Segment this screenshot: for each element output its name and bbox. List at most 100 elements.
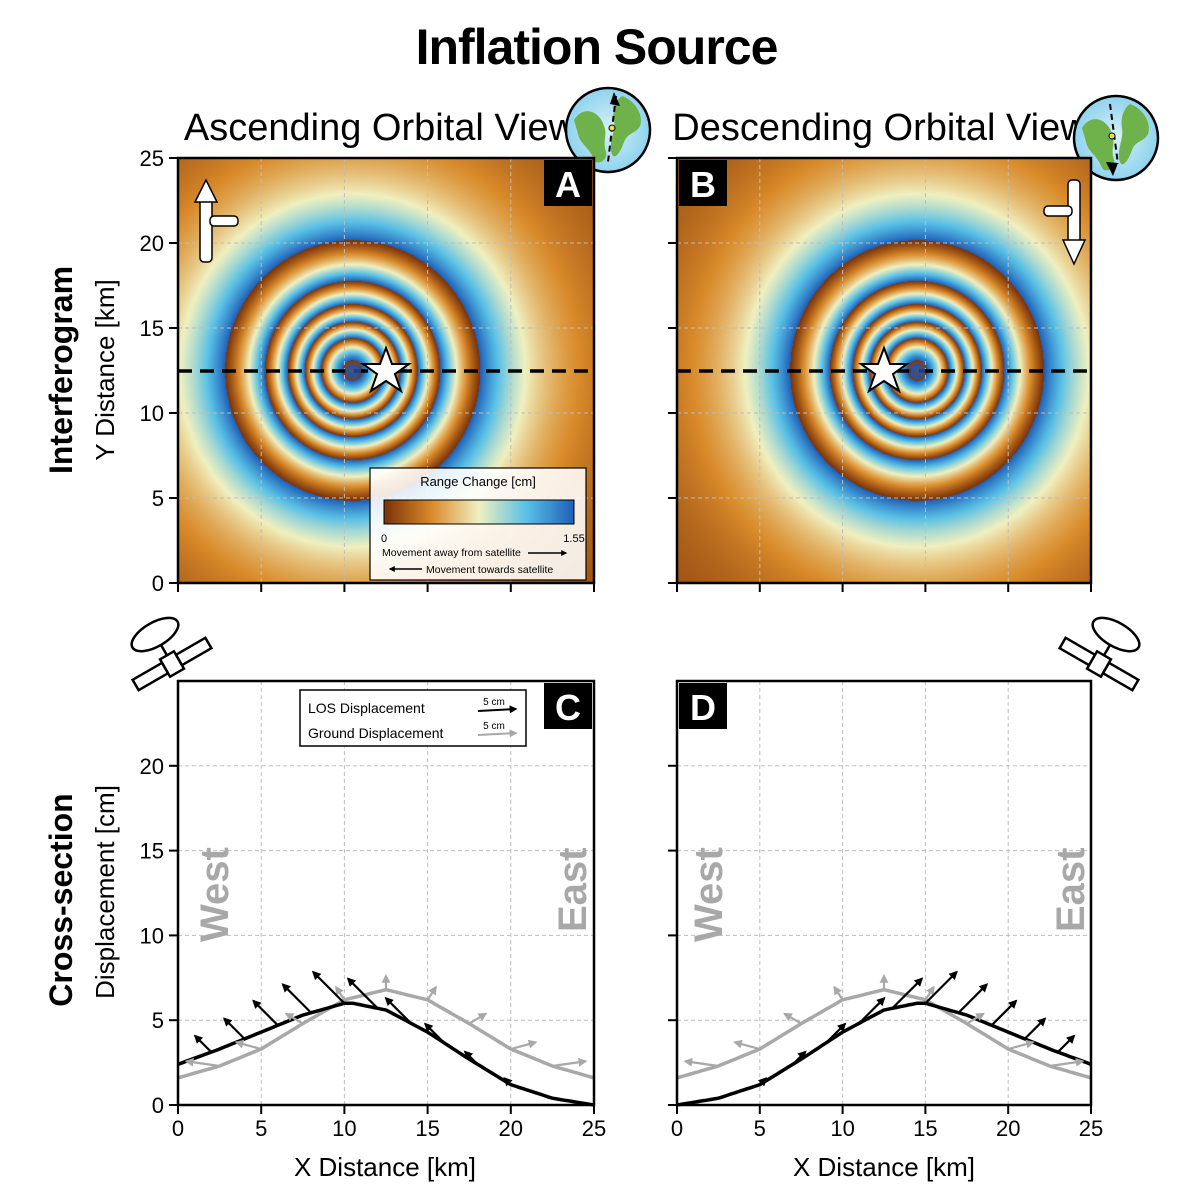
- colorbar-away-label: Movement away from satellite: [382, 547, 521, 559]
- svg-text:D: D: [690, 687, 716, 728]
- ylabel-panel-a: Y Distance [km]: [90, 279, 120, 461]
- y-tick-label: 0: [152, 1093, 164, 1118]
- legend-los-label: LOS Displacement: [308, 700, 425, 716]
- x-tick-label: 0: [671, 1116, 683, 1141]
- deformation-center-b: [909, 363, 925, 379]
- los-arrow: [311, 970, 346, 1005]
- ground-arrow: [1049, 1057, 1085, 1068]
- los-arrow: [957, 983, 989, 1014]
- panel-a: A Range Change [cm] 0 1.55 Movement away…: [176, 156, 596, 585]
- ground-arrow: [426, 985, 437, 1001]
- ground-arrow: [552, 1057, 588, 1068]
- los-arrow: [281, 983, 312, 1014]
- y-tick-label: 10: [140, 401, 164, 426]
- section-legend: LOS Displacement Ground Displacement 5 c…: [299, 689, 527, 747]
- ground-arrow: [234, 1039, 262, 1051]
- los-arrow: [858, 996, 886, 1025]
- row-label-interferogram: Interferogram: [43, 266, 79, 474]
- figure-title: Inflation Source: [415, 19, 779, 75]
- colorbar-title: Range Change [cm]: [420, 474, 536, 489]
- x-tick-label: 15: [415, 1116, 439, 1141]
- los-arrow: [1023, 1017, 1047, 1040]
- x-tick-label: 5: [255, 1116, 267, 1141]
- colorbar-towards-label: Movement towards satellite: [426, 564, 553, 576]
- ground-arrow: [683, 1057, 719, 1068]
- los-arrow: [792, 1050, 807, 1066]
- los-displacement-line: [676, 1001, 1092, 1107]
- panel-label-a: A: [544, 160, 592, 206]
- ylabel-panel-c: Displacement [cm]: [90, 785, 120, 999]
- ground-arrow: [510, 1039, 538, 1051]
- los-arrow: [891, 977, 924, 1010]
- axis-ticks: 0 5 10 15 20 25 0 5 10 15 20 25 0 5 10 15 20 25 0 5 10 15 20: [140, 146, 1104, 1141]
- globe-descending-icon: [1072, 94, 1160, 182]
- y-tick-label: 25: [140, 146, 164, 171]
- ground-displacement-line: [676, 987, 1092, 1080]
- xlabel-panel-c: X Distance [km]: [294, 1152, 476, 1182]
- colorbar-min: 0: [381, 533, 387, 545]
- y-tick-label: 20: [140, 754, 164, 779]
- ground-arrow: [966, 1012, 985, 1025]
- los-arrow: [384, 996, 412, 1025]
- los-arrow: [503, 1077, 513, 1087]
- curves-c: [177, 970, 595, 1107]
- west-label-d: West: [687, 847, 731, 942]
- y-tick-label: 15: [140, 839, 164, 864]
- los-arrow: [346, 977, 379, 1010]
- deformation-center-a: [345, 363, 361, 379]
- svg-text:C: C: [555, 687, 581, 728]
- x-tick-label: 5: [754, 1116, 766, 1141]
- los-arrow: [924, 970, 958, 1005]
- satellite-descending-icon: [1057, 616, 1141, 692]
- panel-b: B: [675, 156, 1093, 585]
- globe-ascending-icon: [564, 86, 652, 174]
- los-arrow: [252, 999, 279, 1027]
- los-arrow: [990, 999, 1018, 1027]
- panel-label-b: B: [679, 160, 727, 206]
- ground-arrow: [783, 1012, 802, 1025]
- descending-view-title: Descending Orbital View: [672, 107, 1088, 149]
- los-arrow: [193, 1034, 213, 1053]
- curves-d: [676, 970, 1092, 1107]
- panel-label-c: C: [544, 683, 592, 729]
- ground-arrow: [733, 1039, 761, 1051]
- x-tick-label: 10: [332, 1116, 356, 1141]
- row-label-cross-section: Cross-section: [43, 793, 79, 1006]
- ground-arrow: [924, 985, 935, 1001]
- legend-ground-scale: 5 cm: [483, 721, 505, 732]
- colorbar: Range Change [cm] 0 1.55 Movement away f…: [369, 467, 587, 581]
- x-tick-label: 25: [582, 1116, 606, 1141]
- panel-d: West East D: [675, 679, 1093, 1107]
- panel-label-d: D: [679, 683, 727, 729]
- x-tick-label: 20: [499, 1116, 523, 1141]
- los-arrow: [463, 1050, 479, 1066]
- grid-c: [178, 681, 594, 1105]
- ascending-view-title: Ascending Orbital View: [184, 107, 577, 149]
- svg-text:A: A: [555, 164, 581, 205]
- x-tick-label: 10: [830, 1116, 854, 1141]
- source-star-a: [359, 345, 413, 394]
- west-label-c: West: [193, 847, 237, 942]
- x-tick-label: 20: [996, 1116, 1020, 1141]
- x-tick-label: 0: [172, 1116, 184, 1141]
- satellite-ascending-icon: [130, 616, 214, 692]
- x-tick-label: 15: [913, 1116, 937, 1141]
- ground-arrow: [335, 985, 346, 1001]
- los-displacement-line: [177, 1001, 595, 1107]
- legend-ground-label: Ground Displacement: [308, 725, 444, 741]
- y-tick-label: 0: [152, 571, 164, 596]
- ground-displacement-line: [177, 987, 595, 1080]
- east-label-c: East: [551, 848, 595, 933]
- los-arrow: [825, 1022, 847, 1044]
- ground-arrow: [184, 1057, 220, 1068]
- xlabel-panel-d: X Distance [km]: [793, 1152, 975, 1182]
- source-star-b: [857, 345, 911, 394]
- ground-arrow: [468, 1012, 488, 1025]
- x-tick-label: 25: [1079, 1116, 1103, 1141]
- y-tick-label: 5: [152, 1008, 164, 1033]
- svg-text:B: B: [690, 164, 716, 205]
- los-arrow: [423, 1022, 446, 1044]
- y-tick-label: 5: [152, 486, 164, 511]
- y-tick-label: 10: [140, 923, 164, 948]
